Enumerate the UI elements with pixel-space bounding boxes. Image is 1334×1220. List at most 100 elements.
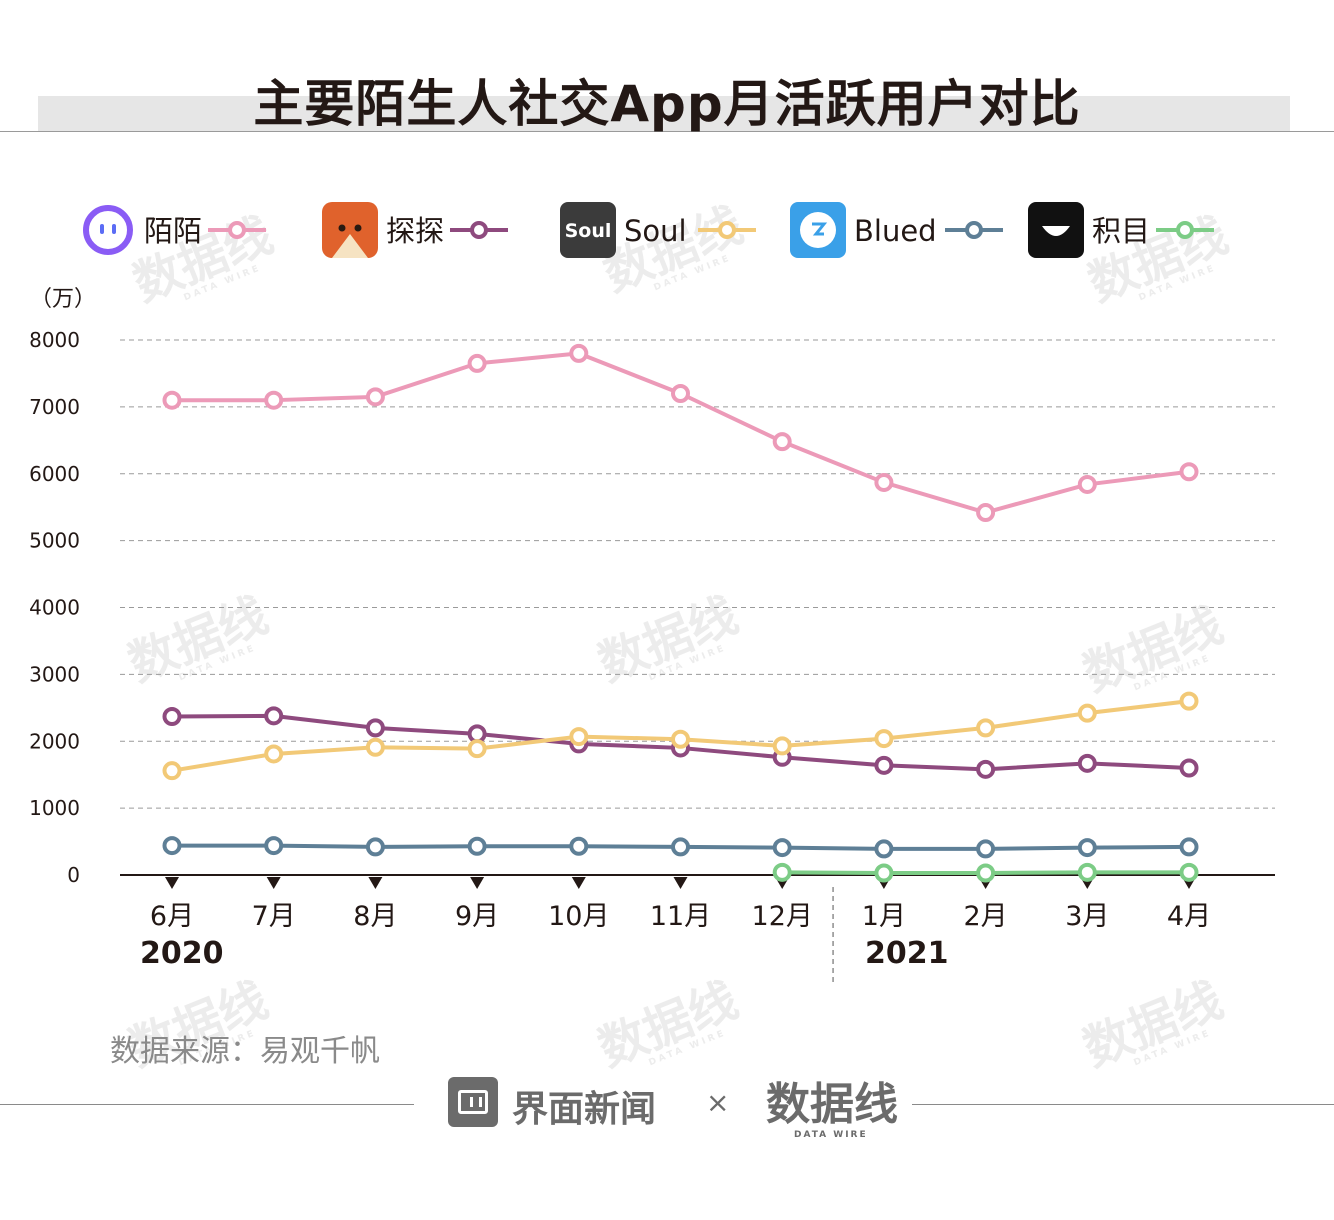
legend-marker xyxy=(718,221,736,239)
soul-icon: Soul xyxy=(560,202,616,258)
x-tick-label: 9月 xyxy=(455,901,499,932)
legend-marker xyxy=(965,221,983,239)
data-point xyxy=(1077,753,1097,773)
chart-title: 主要陌生人社交App月活跃用户对比 xyxy=(253,75,1081,133)
x-tick-marker xyxy=(571,877,586,889)
data-point xyxy=(976,759,996,779)
footer-partner: 数据线 xyxy=(766,1079,898,1130)
data-point xyxy=(874,729,894,749)
x-tick-label: 7月 xyxy=(252,901,296,932)
x-tick-label: 6月 xyxy=(150,901,194,932)
data-point xyxy=(772,838,792,858)
series-积目 xyxy=(772,862,1199,883)
data-point xyxy=(976,718,996,738)
tantan-icon xyxy=(322,202,378,258)
watermark-sub: DATA WIRE xyxy=(647,1028,728,1069)
title-rule xyxy=(0,131,1334,132)
data-point xyxy=(772,862,792,882)
tantan-muzzle xyxy=(332,234,368,258)
x-tick-marker xyxy=(470,877,485,889)
x-tick-label: 10月 xyxy=(548,901,609,932)
year-label: 2020 xyxy=(140,936,224,971)
data-point xyxy=(365,737,385,757)
title-band xyxy=(38,96,1290,132)
x-tick-marker xyxy=(368,877,383,889)
footer-divider-left xyxy=(0,1104,414,1105)
data-point xyxy=(162,761,182,781)
data-point xyxy=(671,729,690,749)
year-label: 2021 xyxy=(865,936,949,971)
legend-item: 积目 xyxy=(1028,202,1214,258)
y-tick-label: 1000 xyxy=(29,796,80,820)
footer-partner-en: DATA WIRE xyxy=(794,1130,868,1140)
data-point xyxy=(365,837,385,857)
data-point xyxy=(1179,837,1199,857)
data-point xyxy=(976,863,996,883)
tantan-eye xyxy=(338,224,346,232)
data-point xyxy=(365,387,385,407)
legend-item: 探探 xyxy=(322,202,508,258)
y-tick-label: 2000 xyxy=(29,729,80,753)
data-point xyxy=(264,836,284,856)
data-point xyxy=(1077,474,1097,494)
data-point xyxy=(569,836,589,856)
y-tick-label: 4000 xyxy=(29,596,80,620)
blued-bolt xyxy=(812,222,828,236)
legend-item: Soul Soul xyxy=(560,202,756,258)
x-tick-marker xyxy=(165,877,179,889)
data-point xyxy=(1179,758,1199,778)
data-point xyxy=(976,503,996,523)
data-point xyxy=(1179,691,1199,711)
data-point xyxy=(569,343,589,363)
series-陌陌 xyxy=(162,343,1199,523)
data-source: 数据来源：易观千帆 xyxy=(110,1034,380,1069)
x-tick-label: 2月 xyxy=(964,901,1008,932)
series-Soul xyxy=(162,691,1199,781)
data-point xyxy=(874,472,894,492)
legend-label: Blued xyxy=(854,214,937,248)
momo-eye xyxy=(112,224,116,234)
data-point xyxy=(467,739,487,759)
data-point xyxy=(467,836,487,856)
momo-eye xyxy=(100,224,104,234)
momo-icon xyxy=(83,205,133,255)
soul-bg xyxy=(560,202,616,258)
data-point xyxy=(874,839,894,859)
legend-item: 陌陌 xyxy=(83,205,266,255)
data-point xyxy=(162,390,182,410)
legend-marker xyxy=(228,221,246,239)
series-Blued xyxy=(162,836,1199,859)
data-point xyxy=(162,707,182,727)
legend-item: Blued xyxy=(790,202,1003,258)
legend-label: 陌陌 xyxy=(144,214,202,248)
blued-icon xyxy=(790,202,846,258)
data-point xyxy=(874,755,894,775)
jimu-eye xyxy=(1042,226,1070,236)
legend-marker xyxy=(470,221,488,239)
x-tick-label: 8月 xyxy=(353,901,397,932)
data-point xyxy=(874,863,894,883)
legend-marker xyxy=(1176,221,1194,239)
data-point xyxy=(264,744,284,764)
footer-divider-right xyxy=(912,1104,1334,1105)
line-chart: 0 1000 2000 3000 4000 5000 6000 7000 8000 （万） 6月 7月… xyxy=(29,202,1275,982)
data-point xyxy=(569,727,589,747)
data-point xyxy=(264,390,284,410)
footer-separator: × xyxy=(706,1086,730,1119)
jimu-icon xyxy=(1028,202,1084,258)
data-point xyxy=(365,718,385,738)
data-point xyxy=(1077,838,1097,858)
x-tick-label: 4月 xyxy=(1167,901,1211,932)
data-point xyxy=(772,736,792,756)
x-tick-marker xyxy=(266,877,281,889)
y-tick-label: 5000 xyxy=(29,529,80,553)
soul-logo-text: Soul xyxy=(565,220,612,242)
tantan-bg xyxy=(322,202,378,258)
data-point xyxy=(976,839,996,859)
legend-label: 探探 xyxy=(386,214,444,248)
legend-label: 积目 xyxy=(1092,214,1150,248)
y-tick-label: 7000 xyxy=(29,395,80,419)
series-line xyxy=(172,351,1190,515)
data-point xyxy=(671,837,690,857)
x-tick-label: 12月 xyxy=(752,901,813,932)
